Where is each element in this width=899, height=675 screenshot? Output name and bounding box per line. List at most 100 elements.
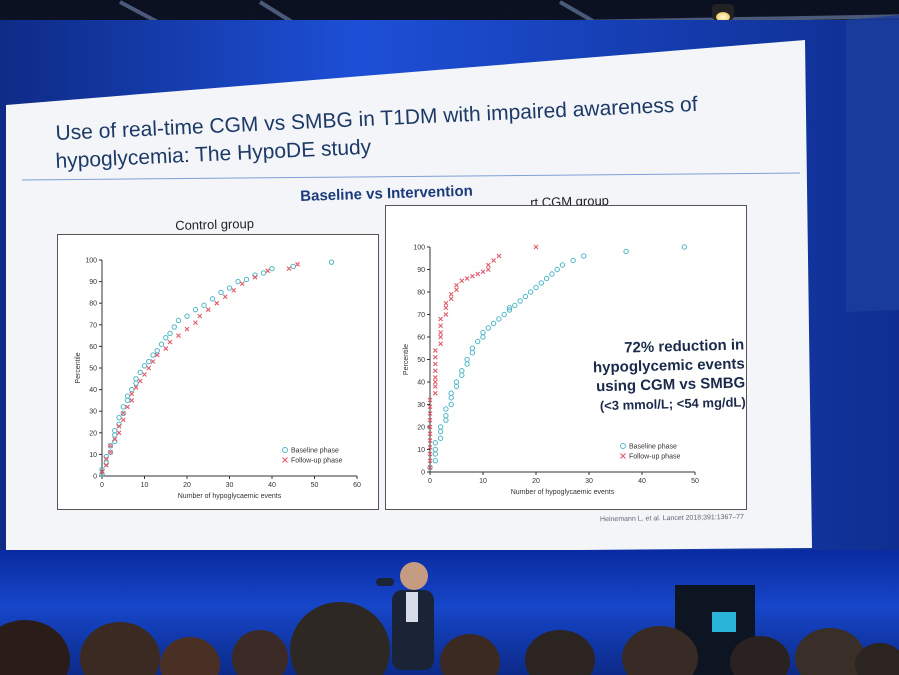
- x-tick-label: 10: [141, 482, 149, 489]
- followup-point: [133, 385, 139, 390]
- y-tick-label: 30: [89, 409, 97, 416]
- speaker: [376, 562, 434, 670]
- baseline-point: [559, 262, 566, 268]
- followup-point: [427, 404, 433, 410]
- baseline-point: [506, 305, 513, 311]
- baseline-point: [432, 440, 438, 446]
- rtcgm-group-chart: 0 10 20 30 40 50 60 70 80 90 100 0 10 20 30 40 50 Number …: [385, 205, 747, 510]
- baseline-point: [443, 413, 449, 419]
- followup-point: [222, 294, 228, 300]
- baseline-point: [175, 317, 182, 324]
- baseline-point: [480, 329, 486, 336]
- followup-point: [438, 341, 443, 347]
- y-tick-label: 60: [89, 344, 97, 351]
- followup-point: [99, 469, 105, 475]
- followup-point: [496, 253, 502, 259]
- legend-followup-marker: [282, 457, 288, 463]
- x-tick-label: 20: [532, 478, 540, 485]
- baseline-point: [107, 443, 114, 449]
- followup-point: [231, 287, 237, 293]
- baseline-point: [581, 253, 587, 259]
- legend-followup-marker: [620, 453, 626, 459]
- baseline-point: [184, 313, 190, 319]
- baseline-point: [124, 393, 131, 399]
- followup-point: [120, 410, 126, 416]
- followup-point: [197, 313, 203, 319]
- chart-frame: [57, 234, 379, 510]
- baseline-point: [490, 320, 497, 327]
- baseline-point: [243, 276, 250, 283]
- baseline-point: [623, 248, 629, 255]
- followup-point: [214, 300, 220, 306]
- y-tick-label: 80: [89, 301, 97, 308]
- x-tick-label: 20: [183, 482, 191, 489]
- followup-point: [432, 354, 438, 360]
- x-tick-label: 30: [585, 478, 593, 485]
- baseline-point: [171, 324, 177, 330]
- followup-point: [129, 391, 135, 397]
- baseline-point: [475, 338, 481, 345]
- followup-point: [432, 375, 438, 380]
- baseline-point: [485, 325, 492, 331]
- followup-point: [485, 262, 491, 268]
- followup-point: [432, 348, 438, 353]
- x-tick-label: 40: [638, 478, 646, 485]
- baseline-point: [167, 330, 173, 337]
- baseline-point: [549, 271, 555, 277]
- followup-point: [427, 424, 433, 430]
- y-tick-label: 90: [417, 267, 425, 274]
- followup-point: [137, 378, 143, 384]
- followup-point: [427, 438, 433, 443]
- followup-point: [480, 269, 486, 275]
- followup-point: [454, 287, 459, 293]
- baseline-point: [141, 363, 148, 369]
- y-axis-label: Percentile: [75, 352, 82, 383]
- followup-point: [142, 372, 147, 377]
- y-tick-label: 20: [89, 430, 97, 437]
- baseline-point: [120, 404, 126, 410]
- baseline-point: [522, 293, 529, 300]
- y-tick-label: 40: [89, 387, 97, 394]
- y-tick-label: 0: [93, 474, 97, 481]
- y-tick-label: 50: [89, 366, 97, 373]
- y-tick-label: 60: [417, 335, 425, 342]
- followup-point: [454, 282, 459, 288]
- legend-baseline-marker: [282, 447, 288, 453]
- baseline-point: [517, 298, 523, 304]
- followup-point: [116, 430, 122, 436]
- baseline-point: [120, 410, 126, 417]
- followup-point: [432, 390, 438, 396]
- y-tick-label: 20: [417, 425, 425, 432]
- audience-and-speaker: [0, 562, 899, 675]
- legend-label: Baseline phase: [291, 448, 339, 455]
- followup-point: [120, 417, 126, 423]
- x-tick-label: 50: [691, 478, 699, 485]
- followup-point: [448, 296, 454, 302]
- followup-point: [193, 320, 198, 326]
- followup-point: [432, 361, 438, 367]
- baseline-point: [133, 376, 139, 382]
- baseline-point: [496, 316, 502, 322]
- followup-point: [265, 268, 271, 274]
- control-group-title: Control group: [175, 215, 255, 233]
- followup-point: [448, 291, 454, 297]
- followup-point: [427, 465, 433, 470]
- followup-point: [252, 274, 258, 280]
- baseline-point: [453, 379, 460, 385]
- followup-point: [108, 449, 113, 455]
- baseline-point: [432, 458, 438, 464]
- followup-point: [438, 334, 443, 340]
- baseline-point: [107, 449, 114, 455]
- chart-frame: [385, 205, 747, 510]
- followup-point: [427, 431, 433, 437]
- followup-point: [286, 266, 292, 272]
- baseline-point: [290, 263, 296, 270]
- followup-point: [427, 417, 433, 423]
- x-tick-label: 40: [268, 482, 276, 489]
- y-tick-label: 30: [417, 402, 425, 409]
- followup-point: [443, 305, 449, 311]
- baseline-point: [137, 369, 143, 376]
- baseline-point: [260, 270, 267, 276]
- baseline-point: [235, 278, 241, 285]
- baseline-point: [570, 257, 576, 264]
